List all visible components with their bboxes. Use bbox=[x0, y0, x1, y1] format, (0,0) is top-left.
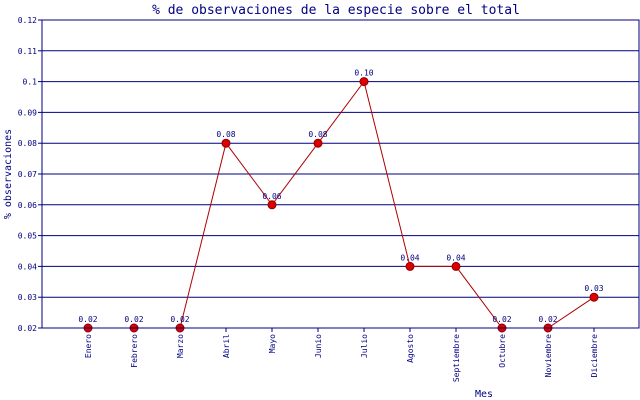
data-label: 0.02 bbox=[170, 315, 189, 324]
x-tick-label: Febrero bbox=[130, 334, 139, 368]
y-tick-label: 0.02 bbox=[18, 324, 37, 333]
x-tick-label: Septiembre bbox=[452, 334, 461, 382]
x-tick-label: Enero bbox=[84, 334, 93, 358]
x-axis-label: Mes bbox=[475, 389, 493, 400]
y-tick-label: 0.09 bbox=[18, 108, 37, 117]
data-point bbox=[589, 292, 599, 302]
y-tick-label: 0.05 bbox=[18, 232, 37, 241]
x-axis-ticks: Enero Febrero Marzo Abril Mayo Junio Julio Agos… bbox=[84, 328, 599, 382]
data-label: 0.02 bbox=[124, 315, 143, 324]
data-point bbox=[359, 77, 369, 87]
y-tick-label: 0.07 bbox=[18, 170, 37, 179]
x-tick-label: Marzo bbox=[176, 334, 185, 358]
data-label: 0.10 bbox=[354, 69, 373, 78]
data-label: 0.04 bbox=[400, 253, 419, 262]
y-tick-label: 0.11 bbox=[18, 47, 37, 56]
y-tick-label: 0.12 bbox=[18, 16, 37, 25]
data-labels: 0.02 0.02 0.02 0.08 0.06 0.08 0.10 0.04 0.04 0.02… bbox=[78, 69, 603, 324]
data-label: 0.06 bbox=[262, 192, 281, 201]
data-point bbox=[405, 261, 415, 271]
plot-frame bbox=[41, 19, 640, 329]
x-tick-label: Noviembre bbox=[544, 334, 553, 378]
data-label: 0.02 bbox=[78, 315, 97, 324]
data-label: 0.02 bbox=[492, 315, 511, 324]
x-tick-label: Junio bbox=[314, 334, 323, 358]
data-point bbox=[313, 138, 323, 148]
data-label: 0.08 bbox=[308, 130, 327, 139]
y-tick-label: 0.04 bbox=[18, 262, 37, 271]
data-points bbox=[83, 77, 599, 333]
data-label: 0.02 bbox=[538, 315, 557, 324]
data-point bbox=[267, 200, 277, 210]
x-tick-label: Abril bbox=[222, 334, 231, 358]
y-tick-label: 0.06 bbox=[18, 201, 37, 210]
x-tick-label: Diciembre bbox=[590, 334, 599, 378]
y-axis-label: % observaciones bbox=[3, 129, 14, 219]
x-tick-label: Agosto bbox=[406, 334, 415, 363]
x-tick-label: Octubre bbox=[498, 334, 507, 368]
data-label: 0.03 bbox=[584, 284, 603, 293]
y-tick-label: 0.03 bbox=[18, 293, 37, 302]
data-label: 0.08 bbox=[216, 130, 235, 139]
x-tick-label: Mayo bbox=[268, 334, 277, 353]
data-point bbox=[221, 138, 231, 148]
x-tick-label: Julio bbox=[360, 334, 369, 358]
data-point bbox=[451, 261, 461, 271]
y-tick-label: 0.1 bbox=[23, 78, 38, 87]
y-axis-ticks: 0.02 0.03 0.04 0.05 0.06 0.07 0.08 0.09 0.1 0.11 0… bbox=[18, 16, 42, 333]
data-label: 0.04 bbox=[446, 253, 465, 262]
y-tick-label: 0.08 bbox=[18, 139, 37, 148]
grid-lines bbox=[42, 19, 639, 329]
chart-title: % de observaciones de la especie sobre e… bbox=[152, 3, 520, 18]
